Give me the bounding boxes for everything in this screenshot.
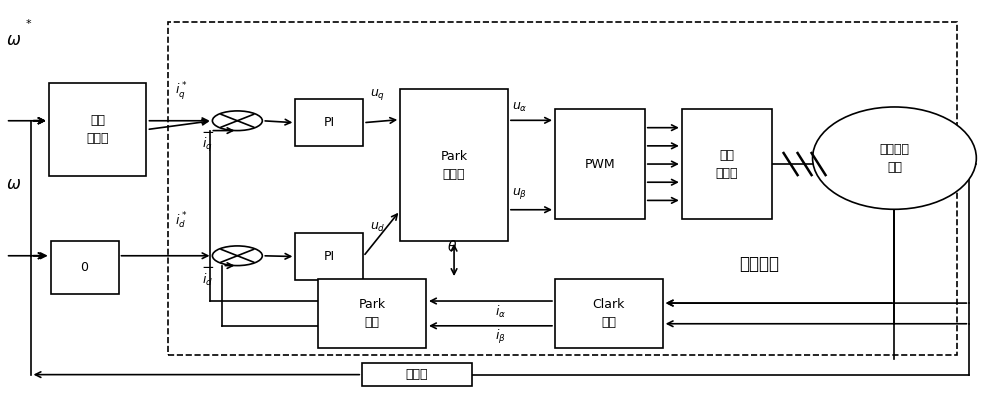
Text: *: * [26,19,31,29]
Bar [362,363,472,386]
Text: Park
逆变换: Park 逆变换 [441,150,468,181]
Text: −: − [201,260,214,275]
Bar [295,233,363,280]
Text: PWM: PWM [585,158,615,171]
Text: $u_\alpha$: $u_\alpha$ [512,100,528,113]
Text: Park
变换: Park 变换 [359,298,386,329]
Bar [555,279,663,348]
Text: $i_q$: $i_q$ [202,136,213,154]
Text: −: − [201,125,214,140]
Text: PI: PI [324,116,335,129]
Text: $i_\beta$: $i_\beta$ [495,328,506,346]
Text: 传感器: 传感器 [406,368,428,381]
Bar [400,89,508,241]
Text: $i_q^*$: $i_q^*$ [175,80,188,102]
Text: $u_q$: $u_q$ [370,87,385,102]
Bar [168,23,957,355]
Text: $\omega$: $\omega$ [6,31,21,49]
Bar [49,83,146,176]
Text: Clark
变换: Clark 变换 [593,298,625,329]
Text: $i_\alpha$: $i_\alpha$ [495,304,506,320]
Bar [682,109,772,219]
Text: 三相
逆变器: 三相 逆变器 [715,149,738,180]
Text: $i_d^*$: $i_d^*$ [175,211,188,231]
Text: PI: PI [324,250,335,263]
Bar [51,241,119,294]
Text: 速度
控制器: 速度 控制器 [86,114,109,145]
Circle shape [212,246,262,265]
Bar [295,99,363,146]
Text: $u_\beta$: $u_\beta$ [512,186,527,201]
Bar [555,109,645,219]
Text: $u_d$: $u_d$ [370,221,386,234]
Text: 0: 0 [81,261,89,274]
Ellipse shape [813,107,976,209]
Text: $\omega$: $\omega$ [6,175,21,193]
Text: 等效模块: 等效模块 [740,256,780,273]
Circle shape [212,111,262,131]
Text: $\theta$: $\theta$ [447,239,457,254]
Text: 永磁同步
电机: 永磁同步 电机 [879,143,909,174]
Text: $i_d$: $i_d$ [202,272,213,288]
Bar [318,279,426,348]
